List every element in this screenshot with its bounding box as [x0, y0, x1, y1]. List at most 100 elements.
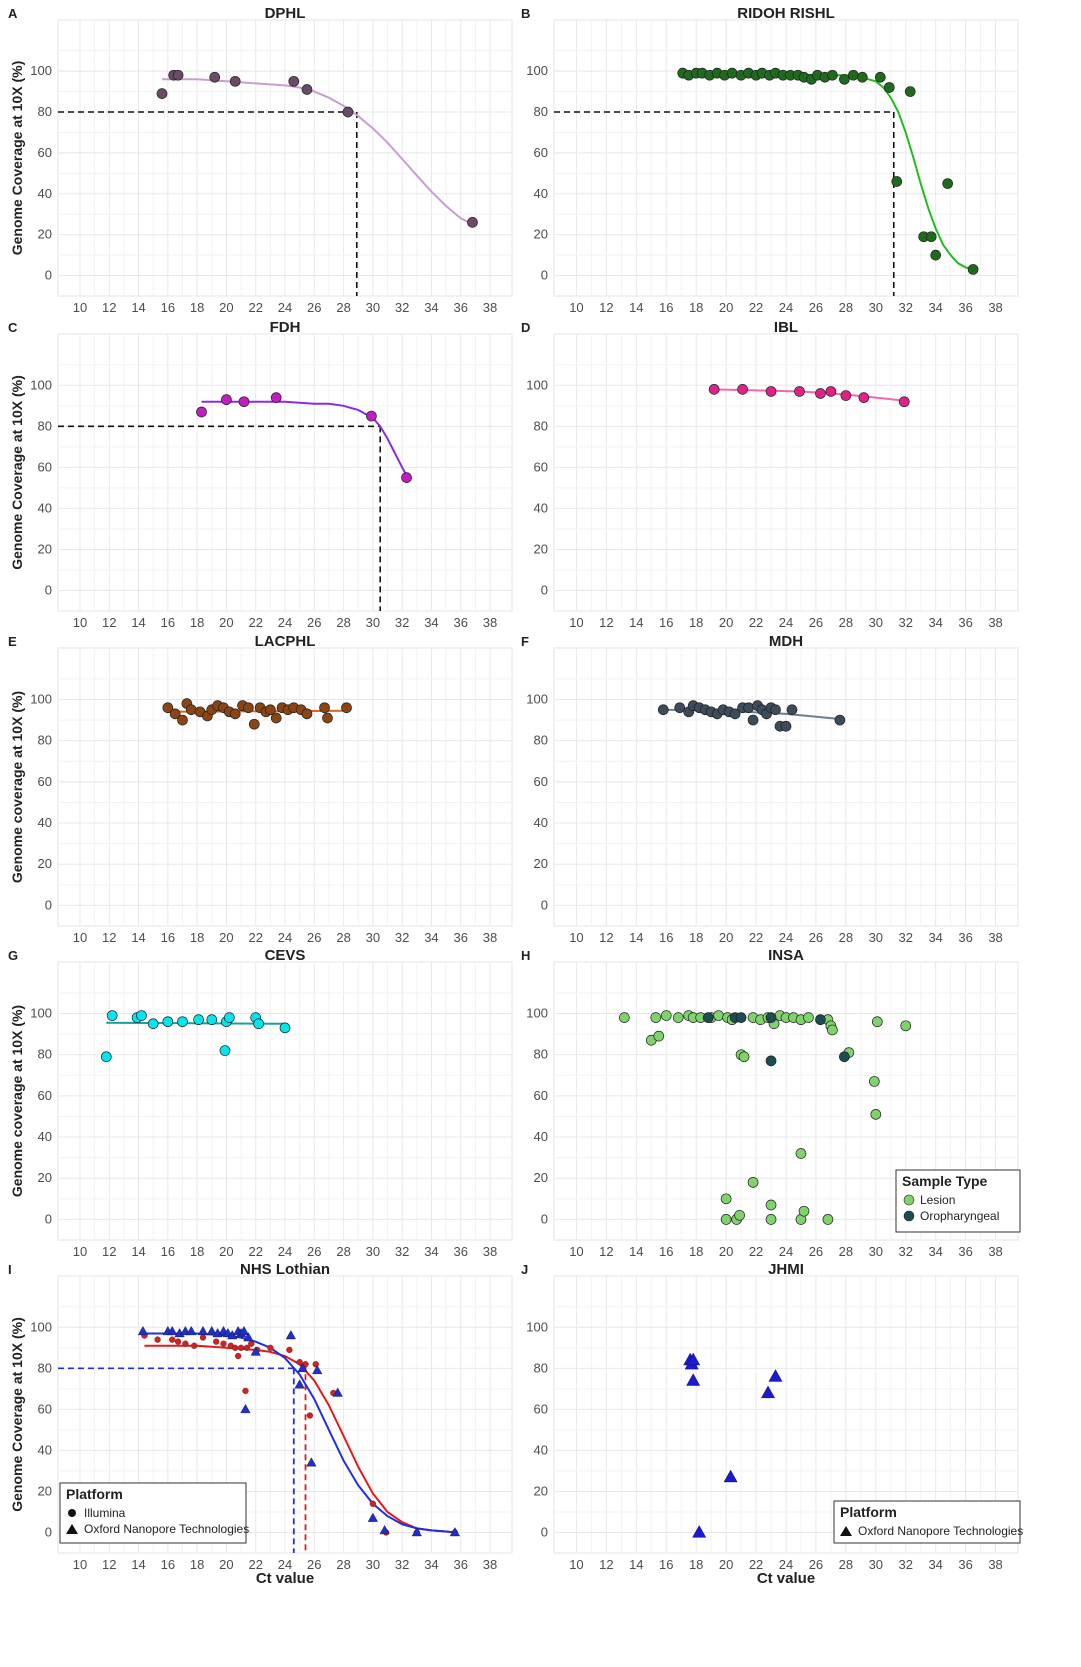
- x-tick-label: 18: [190, 930, 204, 945]
- data-point: [177, 714, 188, 726]
- x-tick-label: 24: [278, 615, 292, 630]
- data-point: [891, 176, 903, 187]
- fit-curve: [201, 400, 408, 477]
- y-tick-label: 20: [38, 227, 52, 242]
- data-point: [765, 1199, 777, 1211]
- x-tick-label: 28: [336, 930, 350, 945]
- data-point: [674, 702, 686, 714]
- panel-title: INSA: [768, 947, 804, 964]
- x-tick-label: 20: [719, 615, 733, 630]
- x-tick-label: 34: [928, 300, 942, 315]
- y-tick-label: 20: [534, 541, 548, 556]
- data-point: [827, 69, 838, 81]
- x-tick-label: 12: [599, 1557, 613, 1572]
- data-point-triangle: [686, 1352, 701, 1366]
- x-tick-label: 16: [659, 1244, 673, 1259]
- data-point: [858, 392, 870, 403]
- legend-circle-icon: [903, 1194, 915, 1206]
- x-tick-label: 38: [988, 930, 1002, 945]
- x-tick-label: 30: [869, 1244, 883, 1259]
- data-point: [618, 1012, 630, 1023]
- x-tick-label: 18: [190, 300, 204, 315]
- x-tick-label: 26: [809, 1244, 823, 1259]
- x-tick-label: 30: [366, 1244, 380, 1259]
- x-tick-label: 14: [131, 930, 145, 945]
- data-point-triangle: [411, 1527, 422, 1537]
- panel-tag: C: [8, 320, 18, 335]
- x-tick-label: 16: [161, 615, 175, 630]
- x-tick-label: 26: [809, 930, 823, 945]
- y-tick-label: 40: [38, 1442, 52, 1457]
- data-point: [286, 1346, 293, 1354]
- y-tick-label: 0: [45, 268, 52, 283]
- data-point: [729, 708, 741, 720]
- panel-g: 10 12 14 16 18 20 22 24 26 28 30 32 34 36 38 0 20 40 60 80 1…: [8, 947, 513, 1259]
- y-tick-label: 80: [534, 733, 548, 748]
- data-point-triangle: [686, 1373, 701, 1386]
- x-tick-label: 16: [659, 1557, 673, 1572]
- x-axis-label: Ct value: [256, 1570, 314, 1587]
- legend-title: Sample Type: [902, 1173, 988, 1189]
- x-tick-label: 24: [779, 930, 793, 945]
- data-point: [196, 406, 207, 418]
- x-tick-label: 28: [839, 615, 853, 630]
- x-tick-label: 10: [569, 1557, 583, 1572]
- x-tick-label: 30: [869, 300, 883, 315]
- y-tick-label: 100: [526, 377, 548, 392]
- data-point: [319, 702, 330, 714]
- x-tick-label: 10: [73, 300, 87, 315]
- x-tick-label: 28: [336, 300, 350, 315]
- x-tick-label: 20: [719, 1557, 733, 1572]
- legend-title: Platform: [66, 1486, 123, 1502]
- x-tick-label: 32: [395, 930, 409, 945]
- x-tick-label: 20: [719, 930, 733, 945]
- x-tick-label: 36: [454, 1557, 468, 1572]
- data-point: [232, 1344, 239, 1351]
- data-point: [136, 1010, 147, 1021]
- y-tick-label: 0: [541, 897, 548, 912]
- x-tick-label: 34: [928, 930, 942, 945]
- data-point-triangle: [332, 1387, 343, 1397]
- x-tick-label: 38: [988, 1557, 1002, 1572]
- data-point: [219, 1045, 231, 1056]
- y-tick-label: 100: [30, 377, 52, 392]
- panel-title: JHMI: [768, 1261, 804, 1278]
- x-tick-label: 20: [219, 930, 233, 945]
- panel-e: 10 12 14 16 18 20 22 24 26 28 30 32 34 36 38 0 20 40 60 80 1…: [8, 633, 513, 945]
- x-tick-label: 22: [248, 1244, 262, 1259]
- y-tick-label: 80: [38, 418, 52, 433]
- x-tick-label: 36: [958, 930, 972, 945]
- data-point: [770, 704, 781, 716]
- data-point-triangle: [692, 1525, 707, 1538]
- y-tick-label: 40: [534, 1129, 548, 1144]
- data-point: [720, 1214, 732, 1225]
- data-point: [243, 702, 254, 714]
- legend-circle-icon: [903, 1210, 915, 1222]
- y-tick-label: 40: [38, 815, 52, 830]
- data-point: [100, 1051, 112, 1063]
- x-tick-label: 38: [988, 300, 1002, 315]
- data-point-triangle: [723, 1469, 738, 1483]
- data-point: [834, 714, 846, 726]
- y-tick-label: 100: [30, 691, 52, 706]
- data-point: [734, 1209, 745, 1221]
- y-tick-label: 60: [534, 145, 548, 160]
- y-tick-label: 40: [534, 186, 548, 201]
- data-point: [248, 718, 260, 730]
- data-point: [840, 390, 852, 401]
- data-point-triangle: [768, 1369, 783, 1382]
- x-tick-label: 14: [629, 1244, 643, 1259]
- x-tick-label: 18: [190, 1557, 204, 1572]
- data-point: [713, 1010, 724, 1021]
- y-tick-label: 40: [38, 500, 52, 515]
- panel-tag: H: [521, 948, 530, 963]
- x-tick-label: 16: [659, 615, 673, 630]
- panel-c: 10 12 14 16 18 20 22 24 26 28 30 32 34 36 38 0 20 40 60 80 1…: [8, 319, 513, 630]
- data-point: [672, 1012, 684, 1023]
- x-tick-label: 26: [809, 1557, 823, 1572]
- panel-tag: B: [521, 6, 530, 21]
- y-tick-label: 20: [534, 1483, 548, 1498]
- x-tick-label: 38: [483, 300, 497, 315]
- data-point: [156, 88, 168, 99]
